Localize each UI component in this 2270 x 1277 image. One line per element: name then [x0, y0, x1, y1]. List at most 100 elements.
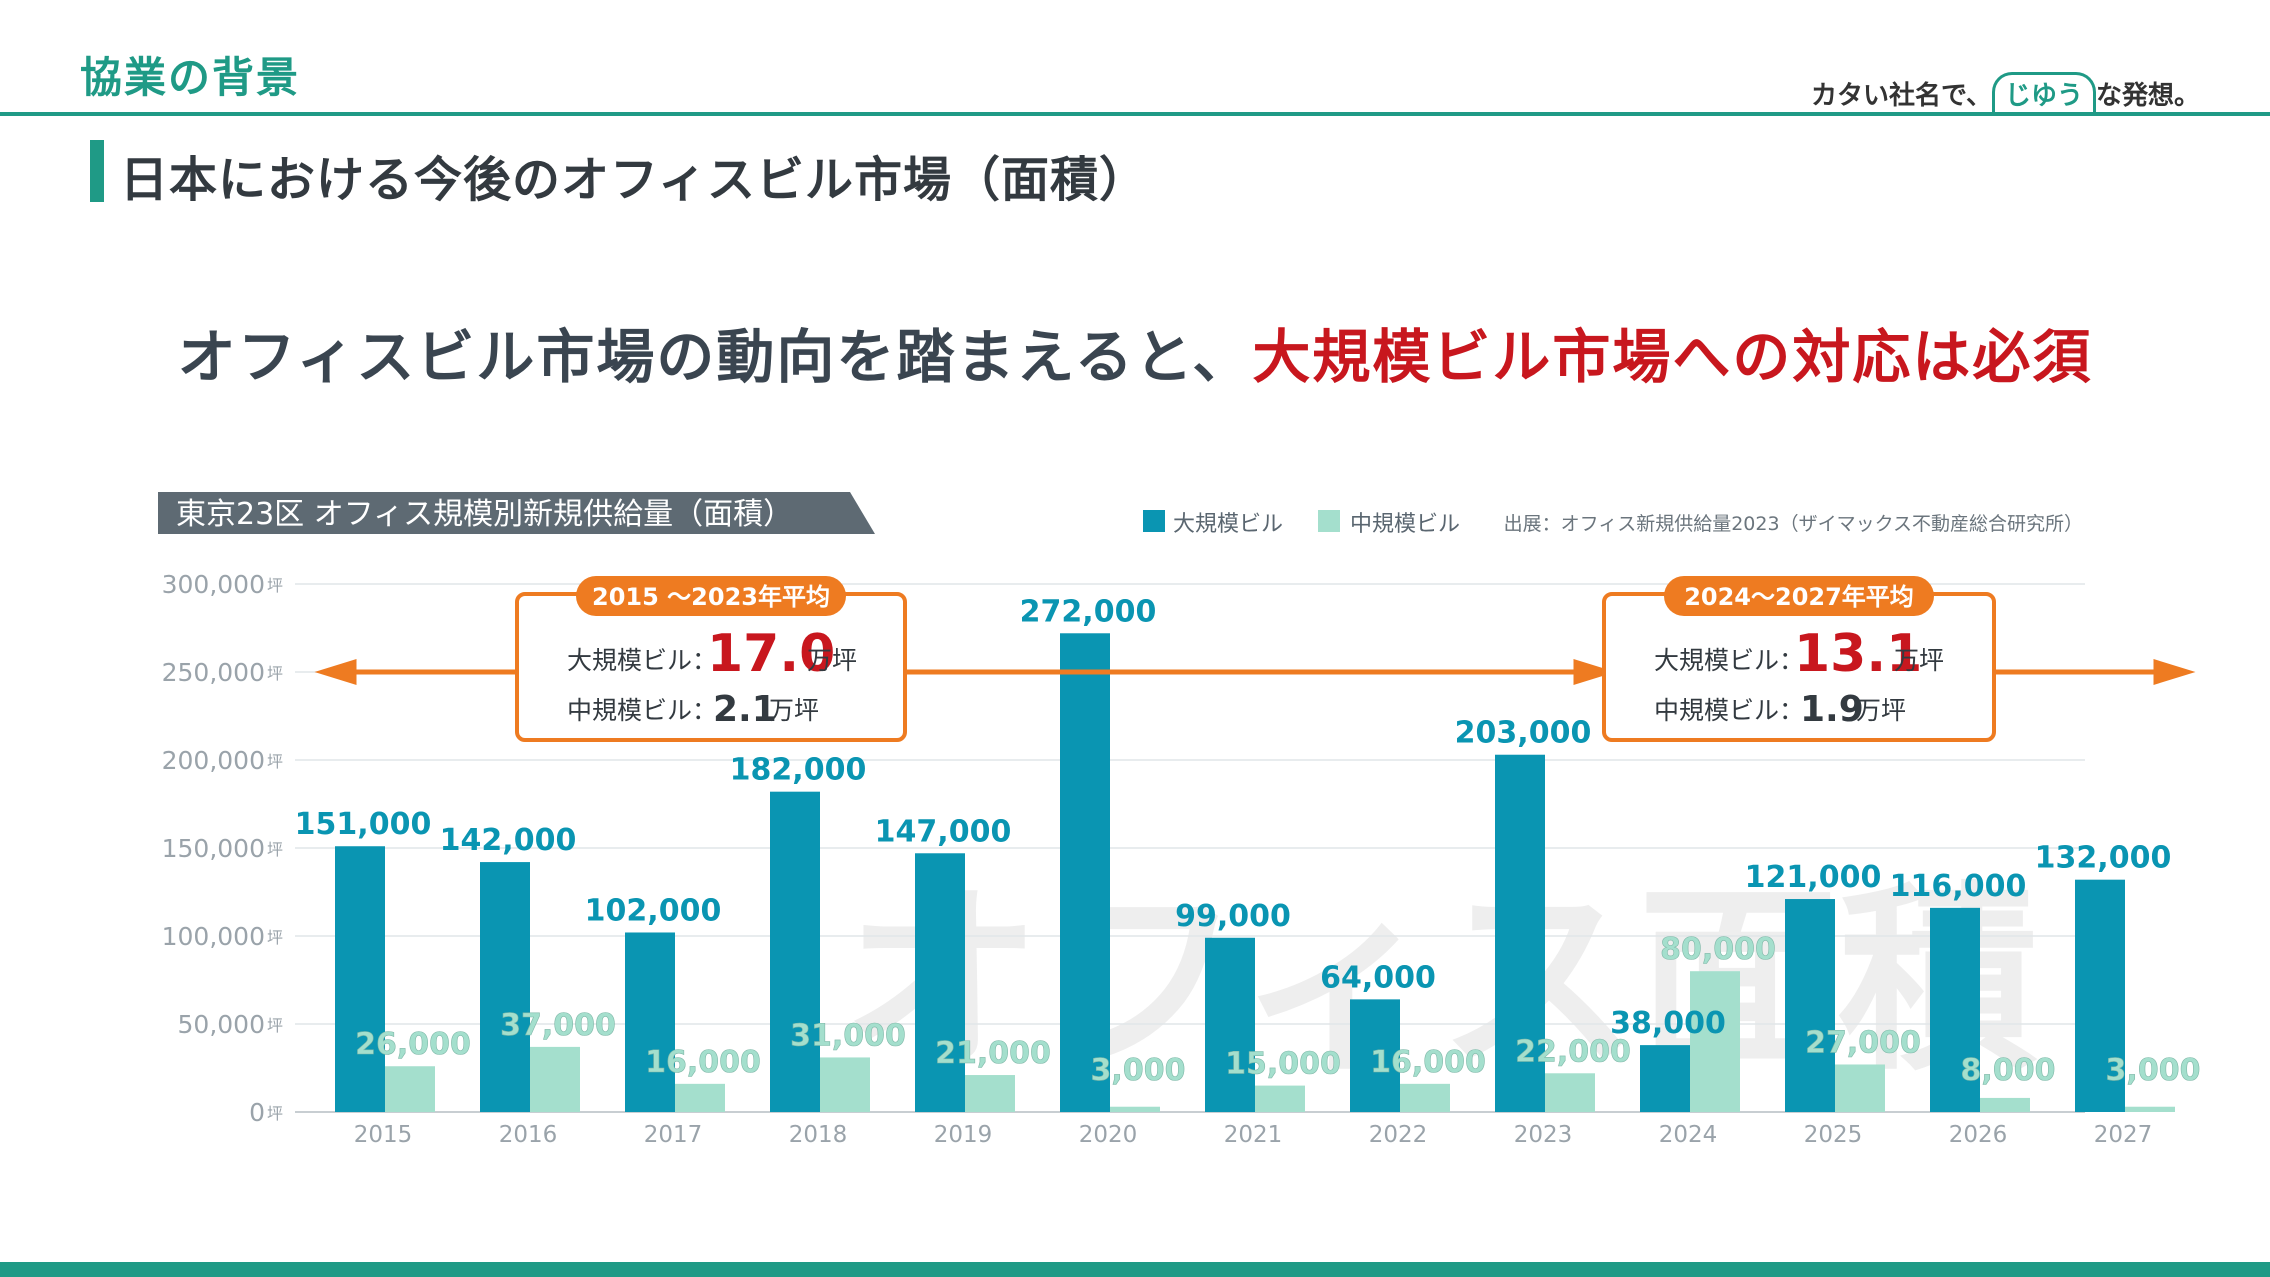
x-tick-label: 2017	[644, 1122, 703, 1148]
bar-large	[1930, 907, 1980, 1112]
headline-part2: 大規模ビル市場への対応は必須	[1252, 323, 2093, 391]
bar-large	[480, 862, 530, 1112]
x-tick-label: 2021	[1224, 1122, 1283, 1148]
header-rule	[0, 112, 2270, 116]
average-box-header-pill	[576, 576, 846, 616]
headline: オフィスビル市場の動向を踏まえると、大規模ビル市場への対応は必須	[0, 310, 2270, 394]
x-tick-label: 2023	[1514, 1122, 1573, 1148]
y-tick-unit: 坪	[267, 1016, 283, 1035]
data-label-large: 132,000	[2035, 841, 2172, 876]
section-label: 協業の背景	[80, 53, 301, 102]
bar-medium	[675, 1083, 725, 1112]
legend-label-large: 大規模ビル	[1173, 512, 1283, 537]
title-accent-bar	[90, 140, 104, 202]
bar-large	[1350, 999, 1400, 1112]
y-tick-label: 50,000	[178, 1010, 265, 1039]
y-tick-unit: 坪	[267, 840, 283, 859]
data-label-large: 121,000	[1745, 860, 1882, 895]
bar-large	[1785, 899, 1835, 1112]
x-tick-label: 2022	[1369, 1122, 1428, 1148]
bar-medium	[965, 1075, 1015, 1112]
chart-source: 出展：オフィス新規供給量2023（ザイマックス不動産総合研究所）	[1504, 513, 2083, 535]
legend-swatch-large	[1143, 510, 1165, 532]
data-label-large: 64,000	[1320, 960, 1436, 995]
data-label-large: 102,000	[585, 893, 722, 928]
data-label-large: 272,000	[1020, 594, 1157, 629]
y-tick-unit: 坪	[267, 752, 283, 771]
arrow-head-left	[314, 659, 357, 685]
average-medium-label: 中規模ビル：	[567, 696, 717, 725]
data-label-large: 116,000	[1890, 869, 2027, 904]
data-label-medium: 16,000	[645, 1045, 761, 1080]
bar-medium	[1110, 1106, 1160, 1112]
y-tick-label: 250,000	[162, 658, 265, 687]
chart-title-ribbon	[158, 492, 875, 534]
bar-medium	[385, 1066, 435, 1112]
bar-medium	[1690, 971, 1740, 1112]
data-label-medium: 80,000	[1660, 932, 1776, 967]
data-label-large: 182,000	[730, 753, 867, 788]
tagline-emphasis: じゆう	[1991, 72, 2096, 112]
tagline-post: な発想。	[2095, 81, 2200, 111]
bar-large	[2075, 879, 2125, 1112]
data-label-large: 142,000	[440, 823, 577, 858]
bar-large	[1495, 754, 1545, 1112]
average-box-header: 2024～2027年平均	[1684, 583, 1914, 611]
x-tick-label: 2026	[1949, 1122, 2008, 1148]
average-medium-unit: 万坪	[1856, 696, 1906, 725]
y-tick-unit: 坪	[267, 1104, 283, 1123]
bar-medium	[1255, 1085, 1305, 1112]
data-label-medium: 22,000	[1515, 1034, 1631, 1069]
x-tick-label: 2025	[1804, 1122, 1863, 1148]
bar-large	[915, 853, 965, 1112]
page-title: 日本における今後のオフィスビル市場（面積）	[120, 152, 1149, 208]
data-label-medium: 3,000	[2106, 1053, 2201, 1088]
bar-medium	[1400, 1083, 1450, 1112]
data-label-medium: 27,000	[1805, 1025, 1921, 1060]
average-large-label: 大規模ビル：	[567, 646, 717, 675]
data-label-medium: 3,000	[1091, 1053, 1186, 1088]
data-label-large: 38,000	[1610, 1006, 1726, 1041]
y-tick-unit: 坪	[267, 928, 283, 947]
tagline-pre: カタい社名で、	[1811, 81, 1992, 111]
chart-watermark: オフィス面積	[842, 865, 2038, 1098]
company-tagline: カタい社名で、 じゆう な発想。	[1811, 72, 2200, 112]
y-tick-unit: 坪	[267, 664, 283, 683]
average-box-header-pill	[1664, 576, 1934, 616]
bar-large	[1640, 1045, 1690, 1112]
bar-large	[1060, 633, 1110, 1112]
y-tick-unit: 坪	[267, 576, 283, 595]
data-label-large: 203,000	[1455, 716, 1592, 751]
data-label-large: 147,000	[875, 814, 1012, 849]
average-large-value: 17.0	[707, 624, 835, 684]
footer-bar	[0, 1262, 2270, 1277]
y-tick-label: 150,000	[162, 834, 265, 863]
bar-medium	[820, 1057, 870, 1112]
average-medium-label: 中規模ビル：	[1654, 696, 1804, 725]
data-label-medium: 26,000	[355, 1027, 471, 1062]
x-tick-label: 2024	[1659, 1122, 1718, 1148]
bar-medium	[1980, 1097, 2030, 1112]
bar-medium	[1545, 1073, 1595, 1112]
data-label-large: 99,000	[1175, 899, 1291, 934]
bar-large	[625, 932, 675, 1112]
chart-title: 東京23区 オフィス規模別新規供給量（面積）	[176, 497, 793, 532]
x-tick-label: 2020	[1079, 1122, 1138, 1148]
y-tick-label: 200,000	[162, 746, 265, 775]
average-large-label: 大規模ビル：	[1654, 646, 1804, 675]
bar-medium	[530, 1046, 580, 1112]
average-large-value: 13.1	[1794, 624, 1922, 684]
y-tick-label: 0	[249, 1098, 265, 1127]
data-label-medium: 37,000	[500, 1008, 616, 1043]
x-tick-label: 2018	[789, 1122, 848, 1148]
data-label-medium: 31,000	[790, 1018, 906, 1053]
y-tick-label: 100,000	[162, 922, 265, 951]
average-medium-value: 1.9	[1800, 689, 1864, 730]
arrow-head-right	[2153, 659, 2196, 685]
average-medium-unit: 万坪	[769, 696, 819, 725]
x-tick-label: 2015	[354, 1122, 413, 1148]
data-label-medium: 16,000	[1370, 1045, 1486, 1080]
average-large-unit: 万坪	[1894, 646, 1944, 675]
legend-label-medium: 中規模ビル	[1350, 512, 1460, 537]
